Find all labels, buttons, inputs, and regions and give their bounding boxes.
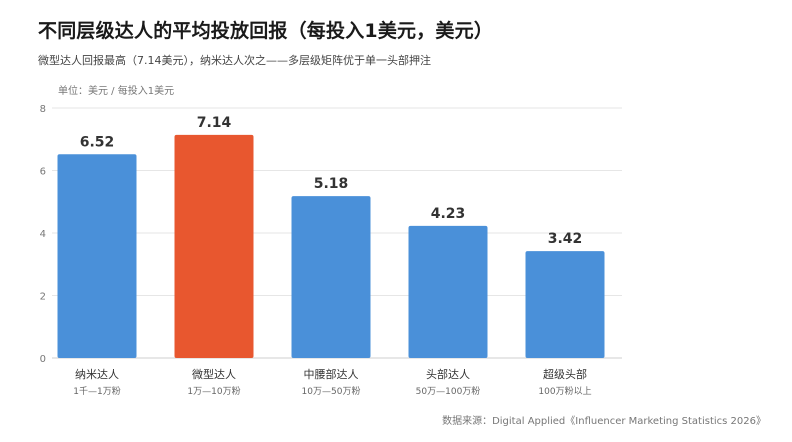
data-label: 6.52 (80, 134, 115, 150)
x-sublabel: 10万—50万粉 (302, 385, 361, 397)
x-tick-label: 纳米达人 (75, 368, 119, 381)
source-note: 数据来源：Digital Applied《Influencer Marketin… (442, 416, 766, 427)
x-tick-label: 中腰部达人 (304, 367, 359, 381)
data-label: 3.42 (548, 231, 583, 247)
x-sublabel: 1万—10万粉 (187, 385, 240, 397)
x-sublabel: 50万—100万粉 (416, 385, 481, 397)
x-tick-label: 微型达人 (192, 367, 236, 381)
data-label: 4.23 (431, 206, 466, 222)
y-tick-label: 4 (40, 229, 46, 240)
bar-3 (291, 196, 371, 358)
x-tick-label: 头部达人 (426, 367, 470, 381)
bar-4 (408, 225, 488, 358)
chart-subtitle: 微型达人回报最高（7.14美元），纳米达人次之——多层级矩阵优于单一头部押注 (38, 54, 431, 67)
bar-2 (174, 134, 254, 358)
bar-5 (525, 251, 605, 358)
y-tick-label: 8 (40, 104, 46, 115)
x-sublabel: 100万粉以上 (538, 385, 591, 397)
data-label: 7.14 (197, 115, 232, 131)
x-sublabel: 1千—1万粉 (73, 385, 120, 397)
x-tick-label: 超级头部 (543, 367, 587, 381)
y-tick-label: 0 (40, 354, 46, 365)
y-tick-label: 6 (40, 167, 46, 178)
y-tick-label: 2 (40, 292, 46, 303)
data-label: 5.18 (314, 176, 349, 192)
bar-1 (57, 154, 137, 358)
unit-label: 单位：美元 / 每投入1美元 (58, 86, 175, 97)
chart-title: 不同层级达人的平均投放回报（每投入1美元，美元） (38, 20, 494, 42)
